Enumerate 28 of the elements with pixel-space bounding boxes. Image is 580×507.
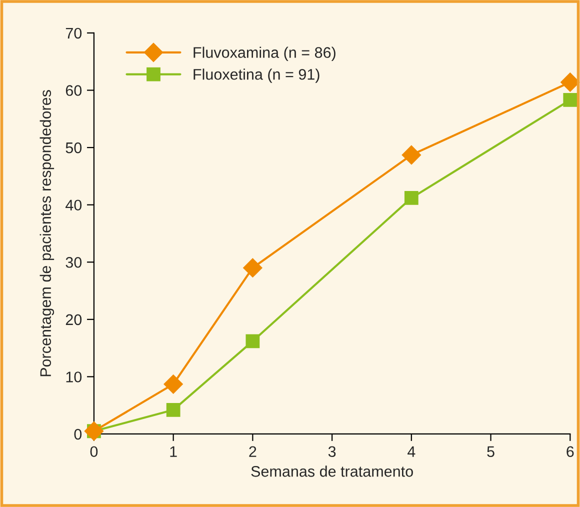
x-tick-label: 1 [170,446,177,457]
y-tick-label: 20 [66,314,82,326]
y-tick-label: 30 [66,256,82,268]
x-tick-label: 2 [249,446,256,457]
x-axis-title: Semanas de tratamento [251,466,413,477]
point [84,422,104,441]
x-tick-label: 6 [566,446,574,458]
legend-label: Fluoxetina (n = 91) [194,68,320,83]
point [164,374,183,394]
x-tick-label: 4 [408,446,416,457]
point [404,191,418,205]
y-tick-label: 60 [66,85,82,96]
point [560,72,580,92]
y-tick-label: 10 [66,372,82,382]
point [402,145,421,165]
point [246,334,260,348]
point [563,93,578,107]
y-tick-label: 0 [74,428,82,440]
x-tick-label: 0 [90,446,98,458]
x-tick-label: 5 [487,446,494,458]
point [166,402,180,417]
y-tick-label: 70 [66,28,82,39]
point [243,258,262,278]
y-axis-title: Porcentagem de pacientes respondedores [40,90,54,376]
legend-label: Fluvoxamina (n = 86) [194,46,336,61]
y-tick-label: 40 [66,200,82,211]
x-tick-label: 3 [328,446,336,458]
y-tick-label: 50 [66,142,82,154]
